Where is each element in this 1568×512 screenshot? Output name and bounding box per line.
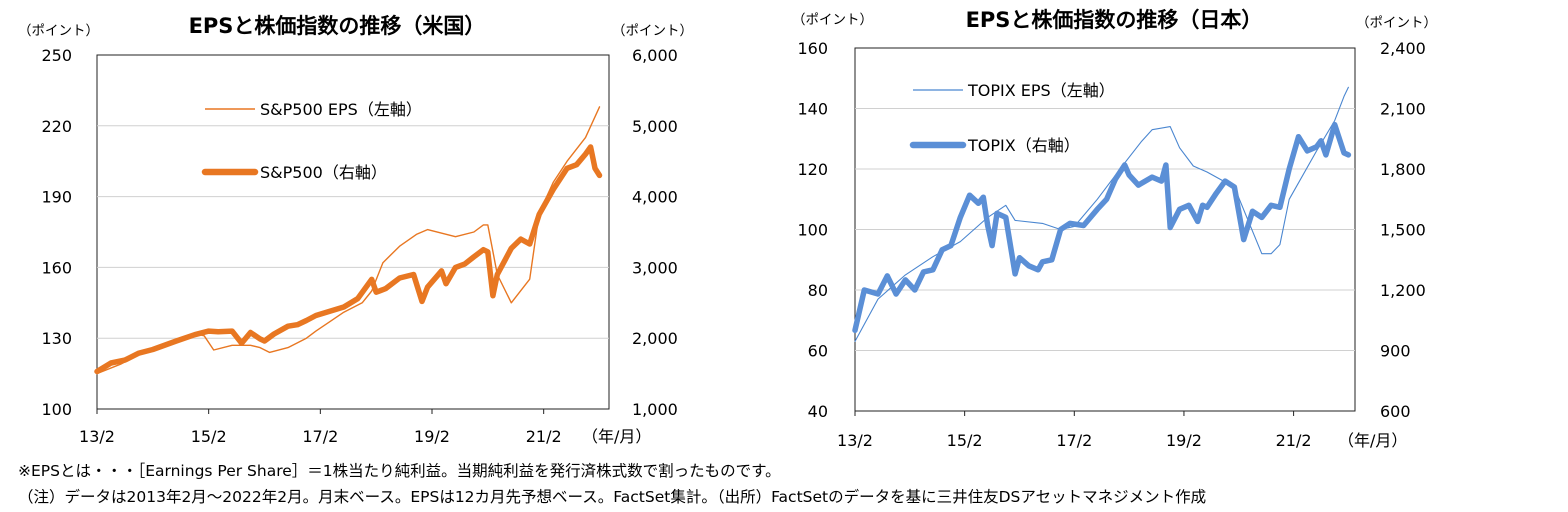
chart-jp-left-ticks: 40 60 80 100 120 140 160: [797, 39, 828, 421]
left-axis-tick-label: 120: [797, 160, 828, 179]
right-axis-tick-label: 2,400: [1380, 39, 1426, 58]
x-axis-tick-label: 21/2: [526, 427, 562, 446]
x-axis-tick-label: 17/2: [302, 427, 338, 446]
chart-us-title: EPSと株価指数の推移（米国）: [189, 14, 486, 38]
chart-us-right-ticks: 1,000 2,000 3,000 4,000 5,000 6,000: [632, 46, 678, 419]
right-axis-tick-label: 1,500: [1380, 221, 1426, 240]
x-axis-tick-label: 13/2: [79, 427, 115, 446]
chart-jp-right-unit: （ポイント）: [1356, 15, 1437, 31]
topix-index-line: [852, 121, 1352, 334]
legend-sp500-label: S&P500（右軸）: [260, 163, 387, 182]
sp500-index-line: [94, 144, 603, 375]
chart-jp: EPSと株価指数の推移（日本） （ポイント） （ポイント） 40 60 80 100 1…: [792, 8, 1437, 450]
left-axis-tick-label: 130: [41, 329, 72, 348]
chart-jp-title: EPSと株価指数の推移（日本）: [966, 8, 1263, 32]
x-axis-tick-label: 15/2: [191, 427, 227, 446]
left-axis-tick-label: 40: [808, 402, 828, 421]
right-axis-tick-label: 600: [1380, 402, 1411, 421]
chart-us-gridlines: [97, 125, 609, 339]
x-axis-tick-label: 19/2: [1166, 431, 1202, 450]
chart-jp-series: [852, 86, 1352, 342]
chart-us-legend: S&P500 EPS（左軸） S&P500（右軸）: [201, 100, 422, 182]
right-axis-tick-label: 900: [1380, 342, 1411, 361]
legend-topix-eps-label: TOPIX EPS（左軸）: [967, 81, 1115, 100]
chart-jp-right-ticks: 600 900 1,200 1,500 1,800 2,100 2,400: [1380, 39, 1426, 421]
left-axis-tick-label: 250: [41, 46, 72, 65]
left-axis-tick-label: 190: [41, 188, 72, 207]
left-axis-tick-label: 160: [41, 258, 72, 277]
x-axis-tick-label: 17/2: [1056, 431, 1092, 450]
right-axis-tick-label: 1,800: [1380, 160, 1426, 179]
left-axis-tick-label: 220: [41, 117, 72, 136]
right-axis-tick-label: 6,000: [632, 46, 678, 65]
left-axis-tick-label: 100: [41, 400, 72, 419]
chart-us-right-unit: （ポイント）: [612, 23, 693, 39]
right-axis-tick-label: 2,000: [632, 329, 678, 348]
x-axis-tick-label: 19/2: [414, 427, 450, 446]
chart-us-left-unit: （ポイント）: [18, 23, 99, 39]
left-axis-tick-label: 140: [797, 100, 828, 119]
left-axis-tick-label: 60: [808, 342, 828, 361]
right-axis-tick-label: 4,000: [632, 188, 678, 207]
footnote-eps-definition: ※EPSとは・・・［Earnings Per Share］＝1株当たり純利益。当…: [18, 462, 781, 480]
right-axis-tick-label: 3,000: [632, 258, 678, 277]
right-axis-tick-label: 5,000: [632, 117, 678, 136]
right-axis-tick-label: 1,200: [1380, 281, 1426, 300]
x-axis-tick-label: 15/2: [947, 431, 983, 450]
footnote-source: （注）データは2013年2月～2022年2月。月末ベース。EPSは12カ月先予想…: [18, 488, 1207, 506]
chart-us-x-unit: （年/月）: [582, 427, 651, 446]
legend-sp500-eps-label: S&P500 EPS（左軸）: [260, 100, 422, 119]
x-axis-tick-label: 13/2: [837, 431, 873, 450]
left-axis-tick-label: 80: [808, 281, 828, 300]
x-axis-tick-label: 21/2: [1276, 431, 1312, 450]
chart-jp-x-unit: （年/月）: [1338, 431, 1407, 450]
chart-jp-x-ticks: 13/2 15/2 17/2 19/2 21/2: [837, 411, 1312, 450]
chart-us-left-ticks: 100 130 160 190 220 250: [41, 46, 72, 419]
chart-us-plot-area: [96, 54, 610, 410]
chart-jp-gridlines: [855, 108, 1355, 351]
right-axis-tick-label: 1,000: [632, 400, 678, 419]
topix-eps-line: [854, 86, 1349, 342]
chart-jp-left-unit: （ポイント）: [792, 12, 873, 28]
chart-jp-legend: TOPIX EPS（左軸） TOPIX（右軸）: [909, 81, 1115, 155]
legend-topix-label: TOPIX（右軸）: [967, 136, 1080, 155]
sp500-eps-line: [96, 106, 601, 375]
right-axis-tick-label: 2,100: [1380, 100, 1426, 119]
left-axis-tick-label: 100: [797, 221, 828, 240]
chart-us-series: [94, 106, 603, 375]
chart-us: EPSと株価指数の推移（米国） （ポイント） （ポイント） 1001301601…: [18, 14, 693, 446]
left-axis-tick-label: 160: [797, 39, 828, 58]
chart-us-x-ticks: 13/2 15/2 17/2 19/2 21/2: [79, 409, 562, 446]
